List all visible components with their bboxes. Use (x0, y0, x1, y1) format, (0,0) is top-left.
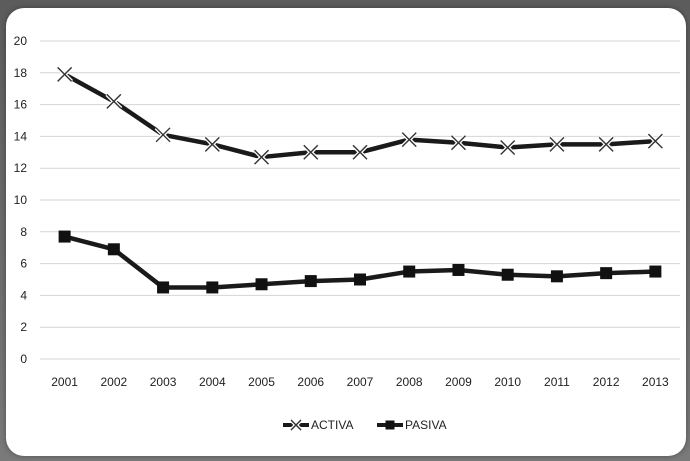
x-tick-label: 2013 (642, 375, 669, 389)
x-tick-label: 2007 (347, 375, 374, 389)
y-tick-label: 6 (20, 257, 27, 271)
data-point-activa (203, 135, 221, 153)
y-axis: 0 2 4 6 8 10 12 14 16 18 20 (14, 34, 28, 366)
data-point-activa (154, 126, 172, 144)
x-tick-label: 2001 (51, 375, 78, 389)
x-tick-label: 2009 (445, 375, 472, 389)
y-tick-label: 12 (14, 161, 28, 175)
x-tick-label: 2010 (494, 375, 521, 389)
data-point-pasiva (403, 265, 416, 278)
legend-marker-pasiva (385, 420, 395, 430)
y-tick-label: 10 (14, 193, 28, 207)
data-point-pasiva (107, 243, 120, 256)
data-point-pasiva (157, 281, 170, 294)
y-tick-label: 20 (14, 34, 28, 48)
data-point-activa (302, 143, 320, 161)
legend-label-activa: ACTIVA (311, 418, 353, 432)
x-axis: 2001 2002 2003 2004 2005 2006 2007 2008 2009 2010… (51, 375, 669, 389)
y-tick-label: 14 (14, 129, 28, 143)
data-point-pasiva (206, 281, 219, 294)
x-tick-label: 2012 (593, 375, 620, 389)
x-tick-label: 2008 (396, 375, 423, 389)
chart-card: 0 2 4 6 8 10 12 14 16 18 20 2001 2002 2003 2004 2005 20… (6, 8, 686, 456)
y-tick-label: 18 (14, 66, 28, 80)
x-tick-label: 2006 (297, 375, 324, 389)
data-point-pasiva (600, 267, 613, 280)
data-point-activa (597, 135, 615, 153)
data-point-activa (351, 143, 369, 161)
data-point-pasiva (255, 278, 268, 291)
y-tick-label: 0 (20, 352, 27, 366)
grid-lines (40, 40, 680, 360)
data-point-activa (400, 131, 418, 148)
x-tick-label: 2011 (544, 375, 570, 389)
y-tick-label: 2 (20, 320, 27, 334)
data-point-activa (499, 139, 517, 156)
data-point-activa (646, 132, 664, 150)
data-point-pasiva (452, 263, 465, 276)
data-point-activa (450, 134, 467, 152)
data-point-pasiva (58, 230, 71, 243)
y-tick-label: 16 (14, 98, 28, 112)
data-point-pasiva (501, 268, 514, 281)
x-tick-label: 2005 (248, 375, 275, 389)
data-point-pasiva (550, 270, 563, 283)
data-point-activa (548, 135, 566, 153)
data-point-pasiva (649, 265, 662, 278)
legend: ACTIVA PASIVA (283, 418, 447, 432)
data-point-pasiva (354, 273, 366, 286)
y-tick-label: 8 (20, 225, 27, 239)
series-line-activa (62, 72, 658, 160)
data-point-activa (105, 93, 123, 110)
x-tick-label: 2003 (150, 375, 177, 389)
y-tick-label: 4 (20, 288, 27, 302)
data-point-activa (253, 148, 270, 166)
x-tick-label: 2002 (100, 375, 127, 389)
data-point-pasiva (304, 275, 317, 288)
series-group (56, 65, 664, 294)
data-point-activa (56, 65, 74, 83)
legend-marker-activa (289, 418, 303, 432)
legend-label-pasiva: PASIVA (405, 418, 447, 432)
x-tick-label: 2004 (199, 375, 226, 389)
